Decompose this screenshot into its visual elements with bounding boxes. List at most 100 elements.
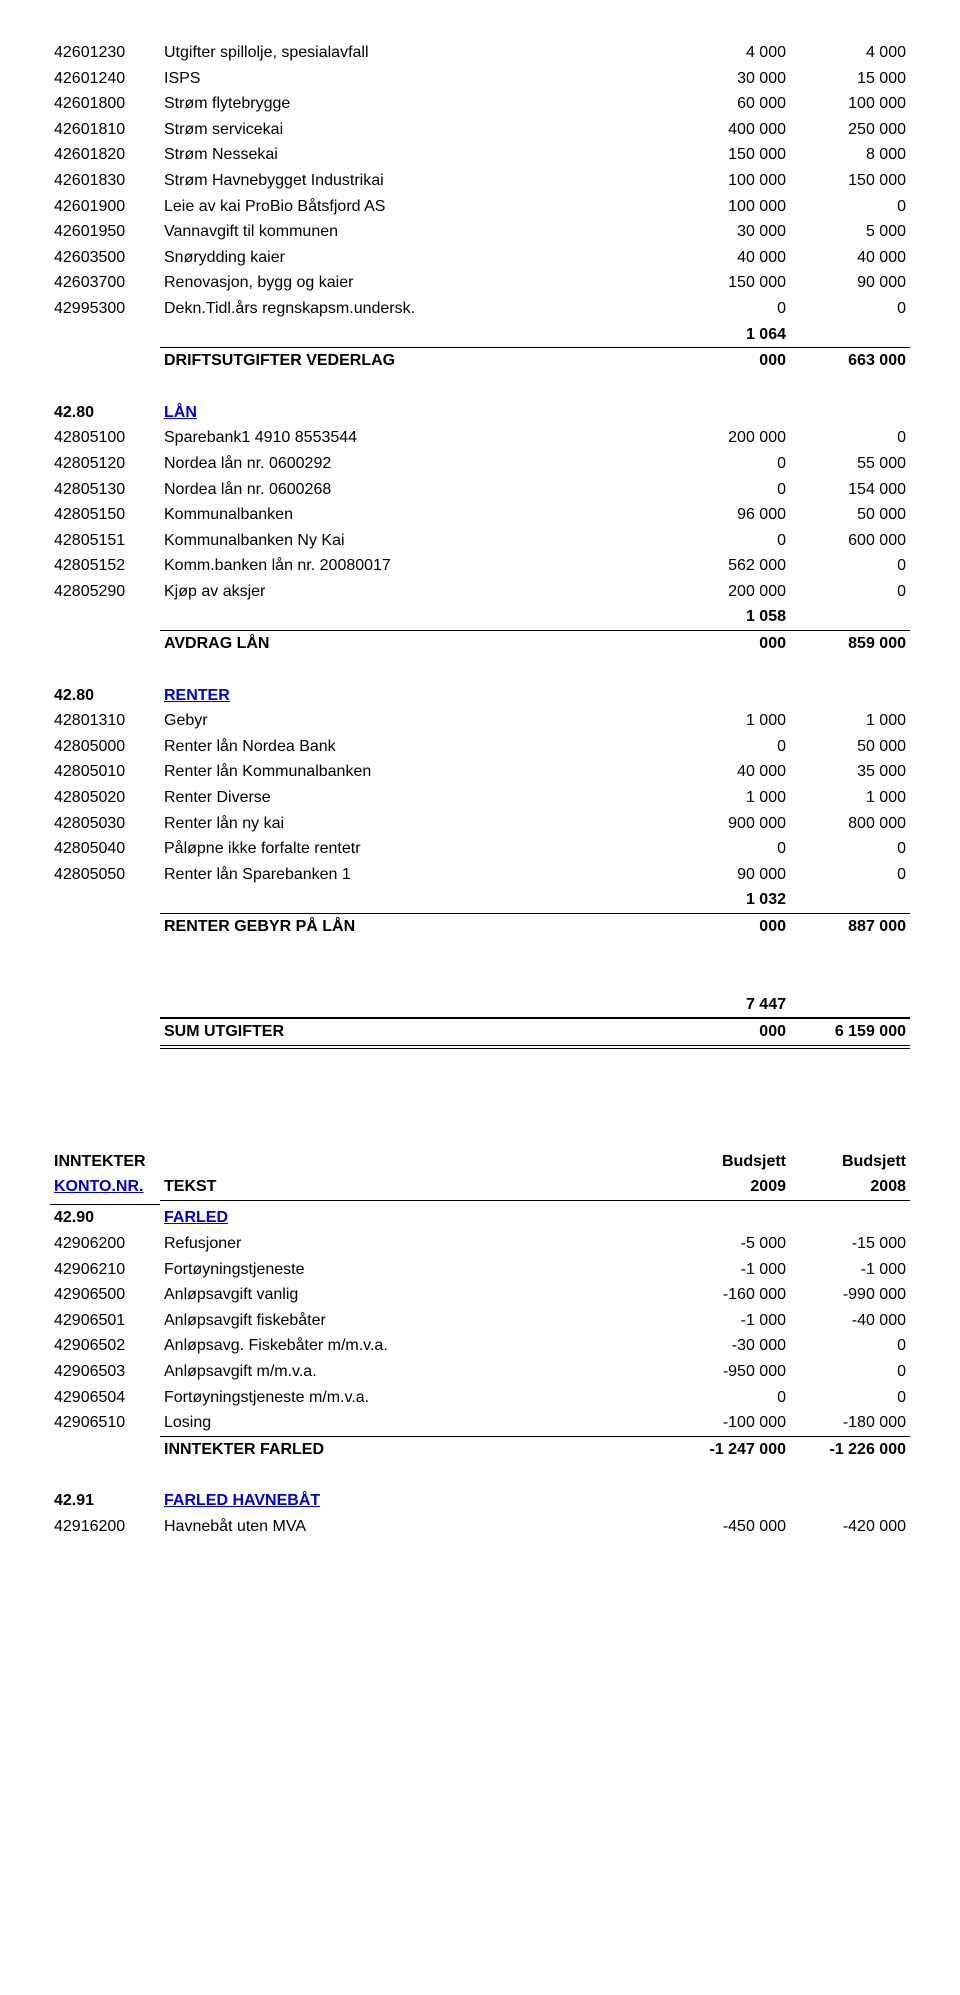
section-label[interactable]: LÅN — [160, 400, 670, 426]
sum-v2: 6 159 000 — [790, 1018, 910, 1047]
year-col1: 2009 — [670, 1174, 790, 1200]
row-desc: Strøm servicekai — [160, 117, 670, 143]
row-desc: Vannavgift til kommunen — [160, 219, 670, 245]
subtotal-v2: 663 000 — [790, 348, 910, 374]
row-v1: 150 000 — [670, 270, 790, 296]
row-v1: -950 000 — [670, 1359, 790, 1385]
row-v2: 600 000 — [790, 528, 910, 554]
row-code: 42805020 — [50, 785, 160, 811]
section-label[interactable]: FARLED — [160, 1205, 670, 1231]
table-row: 42805040Påløpne ikke forfalte rentetr00 — [50, 836, 910, 862]
row-code: 42603700 — [50, 270, 160, 296]
table-row: 42601240ISPS30 00015 000 — [50, 66, 910, 92]
row-v1: 4 000 — [670, 40, 790, 66]
table-row: 42601820Strøm Nessekai150 0008 000 — [50, 142, 910, 168]
table-row: 42906504Fortøyningstjeneste m/m.v.a.00 — [50, 1385, 910, 1411]
row-code: 42805150 — [50, 502, 160, 528]
row-code: 42601810 — [50, 117, 160, 143]
row-v2: -180 000 — [790, 1410, 910, 1436]
row-v1: 0 — [670, 1385, 790, 1411]
row-v2: 0 — [790, 1359, 910, 1385]
row-code: 42601800 — [50, 91, 160, 117]
row-desc: Utgifter spillolje, spesialavfall — [160, 40, 670, 66]
row-code: 42995300 — [50, 296, 160, 322]
row-code: 42603500 — [50, 245, 160, 271]
row-v2: -990 000 — [790, 1282, 910, 1308]
table-row: 42805050Renter lån Sparebanken 190 0000 — [50, 862, 910, 888]
row-desc: Kjøp av aksjer — [160, 579, 670, 605]
row-v2: 35 000 — [790, 759, 910, 785]
document-page: 42601230Utgifter spillolje, spesialavfal… — [0, 0, 960, 1600]
row-v2: 0 — [790, 296, 910, 322]
table-row: 42805000Renter lån Nordea Bank050 000 — [50, 734, 910, 760]
row-desc: Anløpsavgift vanlig — [160, 1282, 670, 1308]
konto-nr-label[interactable]: KONTO.NR. — [50, 1174, 160, 1200]
table-row: 42801310Gebyr1 0001 000 — [50, 708, 910, 734]
row-v2: 0 — [790, 1385, 910, 1411]
table-row: 42916200Havnebåt uten MVA-450 000-420 00… — [50, 1514, 910, 1540]
row-desc: Leie av kai ProBio Båtsfjord AS — [160, 194, 670, 220]
subtotal-v1-bot: 000 — [670, 631, 790, 657]
renter-table: 42.80 RENTER 42801310Gebyr1 0001 0004280… — [50, 683, 910, 940]
section-label[interactable]: FARLED HAVNEBÅT — [160, 1488, 670, 1514]
row-desc: Nordea lån nr. 0600268 — [160, 477, 670, 503]
tekst-label: TEKST — [160, 1174, 670, 1200]
row-v2: 15 000 — [790, 66, 910, 92]
table-row: 42805020Renter Diverse1 0001 000 — [50, 785, 910, 811]
inntekter-row1: INNTEKTER Budsjett Budsjett — [50, 1149, 910, 1175]
row-v2: 0 — [790, 862, 910, 888]
row-code: 42906501 — [50, 1308, 160, 1334]
table-row: 42603500Snørydding kaier40 00040 000 — [50, 245, 910, 271]
row-desc: Nordea lån nr. 0600292 — [160, 451, 670, 477]
row-desc: Kommunalbanken Ny Kai — [160, 528, 670, 554]
row-desc: Renter lån ny kai — [160, 811, 670, 837]
subtotal-label: INNTEKTER FARLED — [160, 1436, 670, 1462]
row-desc: Anløpsavg. Fiskebåter m/m.v.a. — [160, 1333, 670, 1359]
row-code: 42805152 — [50, 553, 160, 579]
row-code: 42906210 — [50, 1257, 160, 1283]
table-row: 42805100Sparebank1 4910 8553544200 0000 — [50, 425, 910, 451]
row-code: 42805030 — [50, 811, 160, 837]
subtotal-v1-top: 1 032 — [670, 887, 790, 913]
row-v1: 150 000 — [670, 142, 790, 168]
sum-v1-bot: 000 — [670, 1018, 790, 1047]
row-desc: Strøm Nessekai — [160, 142, 670, 168]
section-label[interactable]: RENTER — [160, 683, 670, 709]
section-code: 42.80 — [50, 400, 160, 426]
year-col2: 2008 — [790, 1174, 910, 1200]
row-v1: 200 000 — [670, 579, 790, 605]
table-row: 42805030Renter lån ny kai900 000800 000 — [50, 811, 910, 837]
row-v2: 0 — [790, 553, 910, 579]
row-code: 42601240 — [50, 66, 160, 92]
row-v1: 0 — [670, 296, 790, 322]
row-v2: 150 000 — [790, 168, 910, 194]
inntekter-header-table: INNTEKTER Budsjett Budsjett KONTO.NR. TE… — [50, 1149, 910, 1206]
row-v1: 100 000 — [670, 168, 790, 194]
row-v2: -15 000 — [790, 1231, 910, 1257]
row-desc: Strøm Havnebygget Industrikai — [160, 168, 670, 194]
row-v1: 900 000 — [670, 811, 790, 837]
row-desc: Anløpsavgift fiskebåter — [160, 1308, 670, 1334]
row-v2: 154 000 — [790, 477, 910, 503]
section-header-row: 42.91 FARLED HAVNEBÅT — [50, 1488, 910, 1514]
table-row: 42601800Strøm flytebrygge60 000100 000 — [50, 91, 910, 117]
budsjett-col2: Budsjett — [790, 1149, 910, 1175]
section-code: 42.91 — [50, 1488, 160, 1514]
sum-v1-top: 7 447 — [670, 992, 790, 1019]
table-row: 42601900Leie av kai ProBio Båtsfjord AS1… — [50, 194, 910, 220]
table-row: 42601230Utgifter spillolje, spesialavfal… — [50, 40, 910, 66]
row-v1: 100 000 — [670, 194, 790, 220]
row-v1: 40 000 — [670, 245, 790, 271]
row-desc: Snørydding kaier — [160, 245, 670, 271]
table-row: 42601810Strøm servicekai400 000250 000 — [50, 117, 910, 143]
table-row: 42906210Fortøyningstjeneste-1 000-1 000 — [50, 1257, 910, 1283]
sum-label: SUM UTGIFTER — [160, 1018, 670, 1047]
row-v1: 60 000 — [670, 91, 790, 117]
row-v2: 4 000 — [790, 40, 910, 66]
table-row: 42906501Anløpsavgift fiskebåter-1 000-40… — [50, 1308, 910, 1334]
table-row: 42906502Anløpsavg. Fiskebåter m/m.v.a.-3… — [50, 1333, 910, 1359]
table-row: 42906510Losing-100 000-180 000 — [50, 1410, 910, 1436]
row-code: 42906502 — [50, 1333, 160, 1359]
row-desc: Losing — [160, 1410, 670, 1436]
table-row: 42805151Kommunalbanken Ny Kai0600 000 — [50, 528, 910, 554]
